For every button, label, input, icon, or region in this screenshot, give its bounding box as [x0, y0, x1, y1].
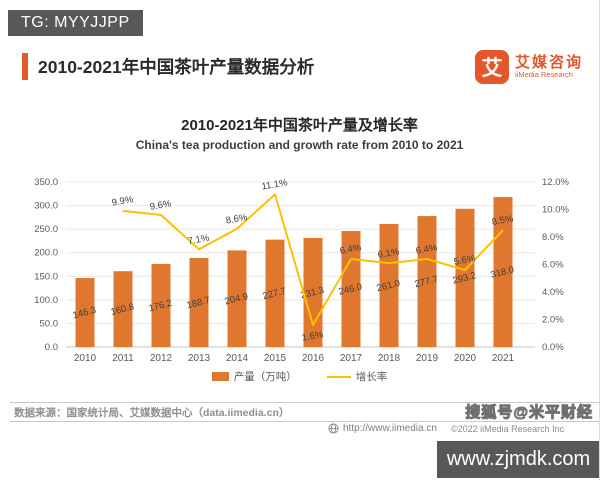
section-title: 2010-2021年中国茶叶产量数据分析 — [38, 57, 315, 77]
legend-item-growth: 增长率 — [326, 369, 388, 384]
x-axis-label-2018: 2018 — [378, 353, 401, 364]
left-axis-tick: 0.0 — [45, 342, 58, 353]
section-header: 2010-2021年中国茶叶产量数据分析 — [22, 53, 314, 80]
right-axis-tick: 6.0% — [542, 260, 564, 271]
growth-value-label-2021: 8.5% — [491, 213, 515, 228]
sohu-watermark: 搜狐号@米平财经 — [465, 404, 593, 422]
bar-2012 — [151, 263, 171, 347]
left-axis-tick: 150.0 — [34, 271, 58, 282]
right-axis-tick: 12.0% — [542, 177, 569, 188]
growth-value-label-2012: 9.6% — [149, 198, 173, 213]
growth-value-label-2011: 9.9% — [111, 194, 135, 209]
chart-canvas: 0.0 50.0 100.0 150.0 200.0 250.0 300.0 350.0 0.0… — [34, 177, 569, 364]
zjmdk-watermark-box: www.zjmdk.com — [437, 441, 599, 478]
growth-value-label-2019: 6.4% — [415, 242, 439, 257]
logo-name-en: iiMedia Research — [514, 70, 573, 80]
x-axis-label-2020: 2020 — [454, 353, 477, 364]
chart-legend: 产量（万吨） 增长率 — [0, 369, 599, 384]
bar-2014 — [227, 250, 247, 347]
website-url: http://www.iimedia.cn — [343, 423, 437, 434]
x-axis-label-2013: 2013 — [188, 353, 211, 364]
bar-2013 — [189, 258, 209, 347]
bar-2020 — [455, 208, 475, 347]
logo-name-cn: 艾媒咨询 — [514, 53, 583, 71]
growth-value-label-2013: 7.1% — [187, 233, 211, 248]
x-axis-label-2019: 2019 — [416, 353, 439, 364]
x-axis-label-2021: 2021 — [492, 353, 515, 364]
growth-value-label-2015: 11.1% — [261, 177, 289, 192]
tg-badge: TG: MYYJJPP — [8, 10, 143, 36]
bar-2016 — [303, 237, 323, 347]
zjmdk-url: www.zjmdk.com — [446, 448, 591, 470]
bar-2010 — [75, 278, 95, 347]
bar-2015 — [265, 239, 285, 347]
chart-title: 2010-2021年中国茶叶产量及增长率 — [181, 117, 418, 134]
left-axis-tick: 250.0 — [34, 224, 58, 235]
left-axis-tick: 300.0 — [34, 201, 58, 212]
growth-value-label-2018: 6.1% — [377, 246, 401, 261]
iimedia-logo: 艾 艾媒咨询 iiMedia Research — [474, 50, 583, 84]
tg-badge-label: TG: MYYJJPP — [21, 14, 130, 31]
data-source-text: 数据来源：国家统计局、艾媒数据中心（data.iimedia.cn） — [14, 407, 290, 419]
right-axis-tick: 10.0% — [542, 205, 569, 216]
chart-subtitle: China's tea production and growth rate f… — [135, 138, 464, 152]
growth-value-label-2020: 5.6% — [453, 253, 477, 268]
footer-divider-bottom — [10, 421, 599, 422]
legend-label-growth: 增长率 — [355, 371, 388, 383]
line-series-swatch-icon — [326, 375, 351, 378]
legend-item-production: 产量（万吨） — [211, 369, 297, 384]
x-axis-label-2015: 2015 — [264, 353, 287, 364]
legend-label-production: 产量（万吨） — [233, 371, 297, 383]
growth-value-label-2014: 8.6% — [225, 212, 249, 227]
x-axis-label-2016: 2016 — [302, 353, 325, 364]
bar-2019 — [417, 216, 437, 347]
footer-url-row: http://www.iimedia.cn ©2022 iiMedia Rese… — [328, 423, 564, 434]
bar-2018 — [379, 223, 399, 347]
right-axis-tick: 4.0% — [542, 287, 564, 298]
footer-divider-top — [10, 402, 599, 403]
logo-text: 艾媒咨询 iiMedia Research — [514, 53, 583, 80]
growth-line — [122, 193, 504, 326]
copyright-text: ©2022 iiMedia Research Inc — [450, 423, 565, 434]
title-accent-bar — [22, 53, 28, 80]
right-axis-tick: 2.0% — [542, 315, 564, 326]
left-axis-tick: 100.0 — [34, 295, 58, 306]
x-axis-label-2017: 2017 — [340, 353, 363, 364]
x-axis-label-2011: 2011 — [112, 353, 134, 364]
globe-icon — [328, 423, 339, 434]
x-axis-label-2012: 2012 — [150, 353, 173, 364]
left-axis-tick: 200.0 — [34, 248, 58, 259]
bar-2011 — [113, 271, 133, 347]
left-axis-tick: 50.0 — [40, 318, 59, 329]
growth-value-label-2016: 1.6% — [301, 329, 325, 344]
growth-value-label-2017: 6.4% — [339, 242, 363, 257]
bar-series-swatch-icon — [211, 372, 229, 381]
right-axis-tick: 8.0% — [542, 232, 564, 243]
x-axis-label-2010: 2010 — [74, 353, 97, 364]
x-axis-label-2014: 2014 — [226, 353, 249, 364]
iimedia-logo-icon: 艾 — [474, 50, 509, 84]
right-axis-tick: 0.0% — [542, 342, 564, 353]
left-axis-tick: 350.0 — [34, 177, 58, 188]
